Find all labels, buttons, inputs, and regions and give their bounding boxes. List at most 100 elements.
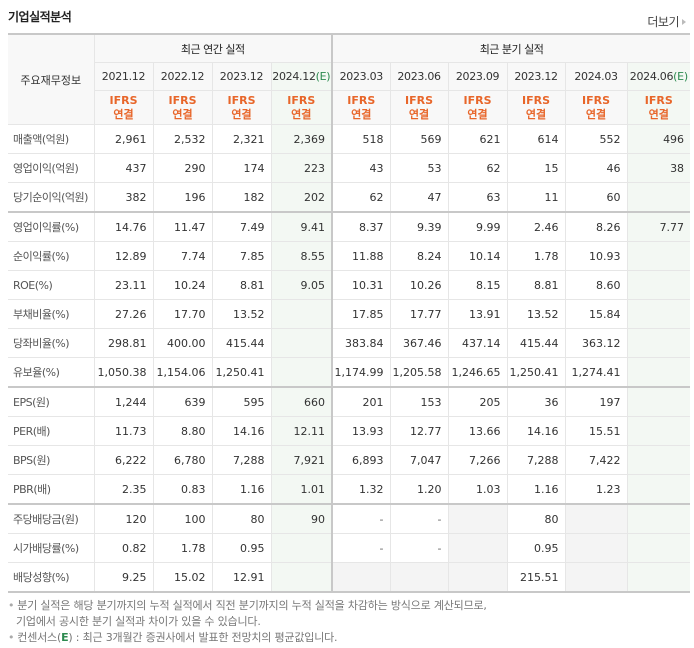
value-cell: 15.51 — [564, 416, 628, 446]
value-cell: 415.44 — [506, 328, 566, 358]
period-label: 2022.12 — [160, 70, 205, 83]
value-cell: 290 — [152, 153, 213, 183]
value-cell: 13.52 — [506, 299, 566, 329]
more-label: 더보기 — [647, 15, 679, 29]
value-cell: 13.66 — [447, 416, 508, 446]
value-cell — [626, 270, 691, 300]
value-cell — [270, 299, 334, 329]
row-label: 배당성향(%) — [8, 562, 95, 593]
period-label: 2024.06 — [629, 70, 674, 83]
consolidated-label: 연결 — [113, 107, 134, 121]
value-cell: 2.46 — [506, 211, 566, 242]
value-cell: 9.05 — [270, 270, 334, 300]
value-cell — [626, 241, 691, 271]
value-cell — [626, 357, 691, 388]
value-cell: 1,250.41 — [211, 357, 272, 388]
value-cell: 614 — [506, 124, 566, 154]
value-cell: 595 — [211, 386, 272, 417]
ifrs-basis-header: IFRS 연결 — [564, 90, 628, 125]
value-cell — [564, 503, 628, 534]
value-cell: 23.11 — [93, 270, 154, 300]
ifrs-label: IFRS — [168, 93, 197, 107]
footnotes: • 분기 실적은 해당 분기까지의 누적 실적에서 직전 분기까지의 누적 실적을… — [8, 598, 487, 646]
group-annual-header: 최근 연간 실적 — [93, 33, 334, 63]
row-label: 시가배당률(%) — [8, 533, 95, 563]
group-quarter-header: 최근 분기 실적 — [331, 33, 691, 63]
value-cell: 7,288 — [211, 445, 272, 475]
value-cell: 7,422 — [564, 445, 628, 475]
value-cell: 437.14 — [447, 328, 508, 358]
table-row: 당좌비율(%) 298.81 400.00 415.44 383.84 367.46 437… — [8, 328, 691, 358]
period-label: 2023.12 — [219, 70, 264, 83]
value-cell: 10.31 — [331, 270, 391, 300]
value-cell — [389, 562, 449, 593]
value-cell — [626, 328, 691, 358]
value-cell: 182 — [211, 182, 272, 213]
value-cell: 496 — [626, 124, 691, 154]
value-cell: 660 — [270, 386, 334, 417]
value-cell: 205 — [447, 386, 508, 417]
value-cell: 27.26 — [93, 299, 154, 329]
value-cell: 7.49 — [211, 211, 272, 242]
period-label: 2024.12 — [272, 70, 316, 83]
value-cell: 2,961 — [93, 124, 154, 154]
value-cell: 569 — [389, 124, 449, 154]
ifrs-basis-header: IFRS 연결 — [152, 90, 213, 125]
value-cell: 11 — [506, 182, 566, 213]
row-label: 주당배당금(원) — [8, 503, 95, 534]
value-cell: 1,274.41 — [564, 357, 628, 388]
value-cell: 197 — [564, 386, 628, 417]
table-row: 유보율(%) 1,050.38 1,154.06 1,250.41 1,174.99 1,… — [8, 357, 691, 388]
period-label: 2023.12 — [514, 70, 558, 83]
value-cell: 8.24 — [389, 241, 449, 271]
value-cell: 46 — [564, 153, 628, 183]
value-cell: 196 — [152, 182, 213, 213]
footnote-1: • 분기 실적은 해당 분기까지의 누적 실적에서 직전 분기까지의 누적 실적을… — [8, 599, 487, 612]
value-cell: 2,321 — [211, 124, 272, 154]
value-cell: 2.35 — [93, 474, 154, 505]
ifrs-label: IFRS — [405, 93, 434, 107]
value-cell: 174 — [211, 153, 272, 183]
period-label: 2021.12 — [101, 70, 146, 83]
row-label: 부채비율(%) — [8, 299, 95, 329]
row-label: 유보율(%) — [8, 357, 95, 388]
value-cell: 17.85 — [331, 299, 391, 329]
value-cell: 53 — [389, 153, 449, 183]
more-link[interactable]: 더보기 — [647, 13, 686, 30]
value-cell: 10.26 — [389, 270, 449, 300]
value-cell: 518 — [331, 124, 391, 154]
arrow-right-icon — [682, 19, 686, 25]
value-cell — [447, 503, 508, 534]
ifrs-label: IFRS — [522, 93, 551, 107]
ifrs-label: IFRS — [582, 93, 611, 107]
value-cell: 6,780 — [152, 445, 213, 475]
value-cell: 2,369 — [270, 124, 334, 154]
value-cell: 10.93 — [564, 241, 628, 271]
consolidated-label: 연결 — [291, 107, 312, 121]
value-cell: 383.84 — [331, 328, 391, 358]
value-cell: 1,250.41 — [506, 357, 566, 388]
table-row: 부채비율(%) 27.26 17.70 13.52 17.85 17.77 13.91 13.… — [8, 299, 691, 329]
row-label: PER(배) — [8, 416, 95, 446]
value-cell: 7,047 — [389, 445, 449, 475]
ifrs-label: IFRS — [347, 93, 376, 107]
value-cell: 63 — [447, 182, 508, 213]
value-cell: 8.81 — [506, 270, 566, 300]
value-cell: 621 — [447, 124, 508, 154]
value-cell: 1.20 — [389, 474, 449, 505]
row-label: 당기순이익(억원) — [8, 182, 95, 213]
row-label: 당좌비율(%) — [8, 328, 95, 358]
consolidated-label: 연결 — [172, 107, 193, 121]
ifrs-label: IFRS — [109, 93, 138, 107]
table-row: 배당성향(%) 9.25 15.02 12.91 215.51 — [8, 562, 691, 593]
value-cell: 7,288 — [506, 445, 566, 475]
value-cell: 9.99 — [447, 211, 508, 242]
value-cell: 367.46 — [389, 328, 449, 358]
value-cell — [331, 562, 391, 593]
row-label: 매출액(억원) — [8, 124, 95, 154]
value-cell: 12.77 — [389, 416, 449, 446]
estimate-mark: (E) — [315, 70, 331, 83]
value-cell: 9.39 — [389, 211, 449, 242]
value-cell: 7.85 — [211, 241, 272, 271]
period-label: 2023.09 — [455, 70, 500, 83]
